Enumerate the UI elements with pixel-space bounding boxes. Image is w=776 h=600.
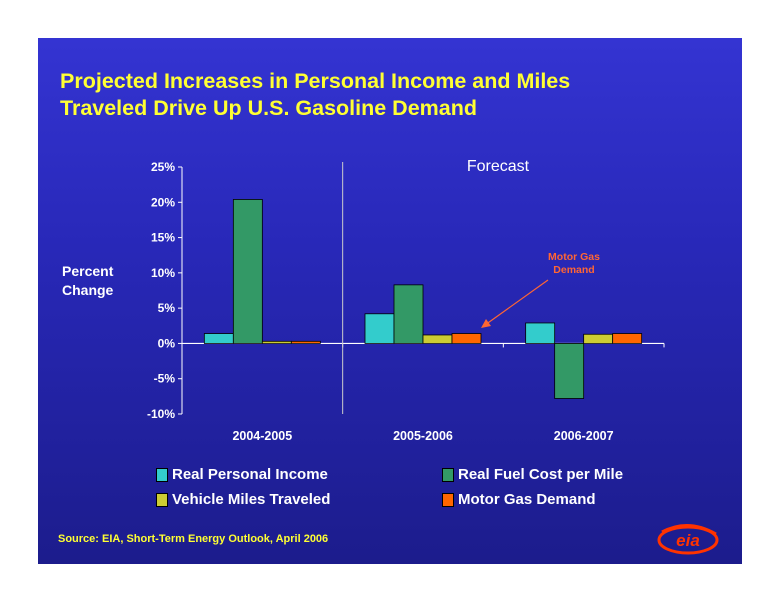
bar-real-fuel-cost-per-mile-2005-2006 [393,284,424,344]
bar-vehicle-miles-traveled-2006-2007 [583,333,614,344]
annotation-text-line-2: Demand [553,264,594,276]
bar-real-personal-income-2005-2006 [364,313,395,344]
legend-label-real-fuel-cost-per-mile: Real Fuel Cost per Mile [458,466,624,483]
y-axis-label: Percent Change [62,262,113,300]
forecast-label: Forecast [467,158,530,175]
annotation-arrow-head [481,319,491,328]
x-tick-label: 2005-2006 [393,429,453,443]
bar-motor-gas-demand-2004-2005 [290,340,321,344]
y-tick-label: 15% [151,231,175,245]
legend-label-real-personal-income: Real Personal Income [172,466,328,483]
legend-swatch-motor-gas-demand [442,493,454,507]
bar-real-fuel-cost-per-mile-2004-2005 [232,199,263,344]
y-tick-label: 25% [151,160,175,174]
title-line-2: Traveled Drive Up U.S. Gasoline Demand [60,96,478,120]
bar-motor-gas-demand-2005-2006 [451,333,482,344]
y-tick-label: 0% [158,336,176,350]
bar-motor-gas-demand-2006-2007 [612,333,643,344]
legend-label-vehicle-miles-traveled: Vehicle Miles Traveled [172,491,331,508]
source-note: Source: EIA, Short-Term Energy Outlook, … [58,533,329,545]
y-axis-label-line-2: Change [62,282,114,298]
annotation-text-line-1: Motor Gas [548,251,600,263]
bar-real-fuel-cost-per-mile-2006-2007 [554,343,585,399]
y-axis-label-line-1: Percent [62,263,114,279]
title-line-1: Projected Increases in Personal Income a… [60,69,571,93]
legend-swatch-real-personal-income [156,468,168,482]
y-tick-label: 10% [151,266,175,280]
x-tick-label: 2006-2007 [554,429,614,443]
slide-title: Projected Increases in Personal Income a… [60,68,700,122]
legend-swatch-vehicle-miles-traveled [156,493,168,507]
eia-logo-icon: eia [657,524,719,555]
legend-label-motor-gas-demand: Motor Gas Demand [458,491,596,508]
bar-vehicle-miles-traveled-2005-2006 [422,334,453,344]
bar-vehicle-miles-traveled-2004-2005 [261,340,292,344]
annotation-arrow-line [484,279,549,326]
bar-real-personal-income-2006-2007 [525,322,556,344]
y-tick-label: -5% [154,372,176,386]
y-tick-label: 20% [151,195,175,209]
slide-background: Projected Increases in Personal Income a… [38,38,742,564]
eia-logo-text: eia [676,531,700,550]
bar-chart: 25% 20% 15% 10% 5% 0% -5% -10% 2004-2005 2005-200… [147,158,665,443]
y-tick-label: 5% [158,301,176,315]
y-tick-label: -10% [147,407,175,421]
bar-real-personal-income-2004-2005 [203,333,234,344]
x-tick-label: 2004-2005 [232,429,292,443]
legend-swatch-real-fuel-cost-per-mile [442,468,454,482]
